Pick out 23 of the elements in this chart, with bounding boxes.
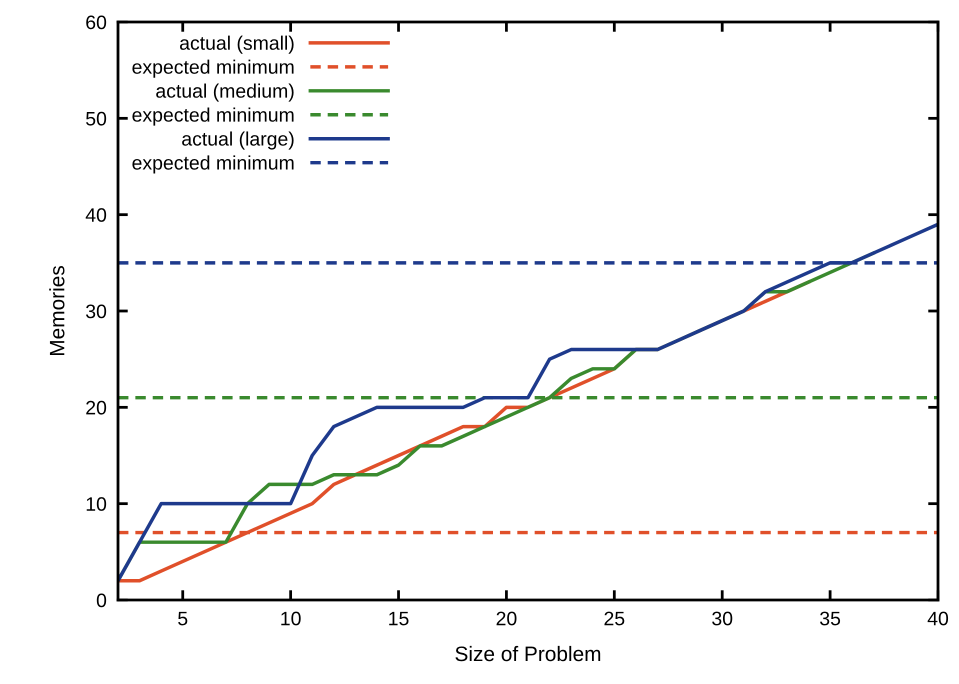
legend-label: expected minimum (132, 60, 294, 78)
x-tick-label: 40 (928, 612, 948, 626)
legend-label: expected minimum (132, 107, 294, 126)
y-tick-label: 20 (86, 400, 106, 415)
x-tick-label: 20 (496, 612, 516, 626)
x-tick-label: 5 (178, 612, 188, 626)
legend-label: actual (medium) (156, 84, 294, 102)
y-tick-label: 30 (86, 304, 106, 318)
y-tick-label: 60 (86, 15, 106, 30)
x-tick-label: 35 (820, 612, 840, 626)
legend-label: expected minimum (132, 155, 294, 174)
y-tick-label: 40 (86, 208, 106, 222)
y-tick-label: 0 (96, 593, 106, 608)
legend-label: actual (large) (182, 131, 294, 150)
y-tick-label: 50 (86, 112, 106, 126)
legend-label: actual (small) (180, 36, 294, 54)
x-axis-title: Size of Problem (455, 646, 600, 662)
x-tick-label: 25 (604, 612, 624, 626)
x-tick-label: 30 (712, 612, 732, 626)
y-axis-title: Memories (49, 266, 64, 356)
x-tick-label: 10 (281, 612, 301, 626)
x-tick-label: 15 (389, 612, 409, 626)
y-tick-label: 10 (86, 497, 106, 511)
